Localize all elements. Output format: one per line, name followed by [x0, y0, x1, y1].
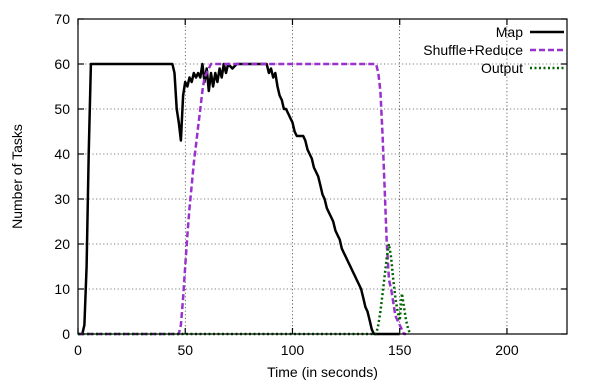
legend: Map Shuffle+Reduce Output — [423, 24, 564, 76]
series-line-output — [78, 242, 412, 336]
y-tick-label: 30 — [54, 191, 70, 207]
y-tick-label: 50 — [54, 101, 70, 117]
axis-ticks: 0 50 100 150 200 0 10 20 30 40 50 60 70 — [54, 11, 567, 358]
x-tick-label: 100 — [281, 342, 305, 358]
series-line-shuffle-reduce — [78, 62, 407, 336]
grid-lines — [78, 19, 567, 334]
y-tick-label: 10 — [54, 281, 70, 297]
x-tick-label: 150 — [388, 342, 412, 358]
y-axis-label: Number of Tasks — [9, 124, 25, 229]
x-tick-label: 0 — [74, 342, 82, 358]
series-lines — [78, 62, 412, 336]
series-line-map — [78, 62, 400, 336]
y-tick-label: 20 — [54, 236, 70, 252]
legend-label-map: Map — [496, 24, 523, 40]
legend-label-output: Output — [481, 60, 523, 76]
legend-label-shuffle-reduce: Shuffle+Reduce — [423, 42, 523, 58]
y-tick-label: 60 — [54, 56, 70, 72]
y-tick-label: 0 — [62, 326, 70, 342]
x-axis-label: Time (in seconds) — [267, 364, 378, 380]
x-tick-label: 200 — [495, 342, 519, 358]
y-tick-label: 40 — [54, 146, 70, 162]
y-tick-label: 70 — [54, 11, 70, 27]
plot-frame — [77, 18, 568, 335]
x-tick-label: 50 — [177, 342, 193, 358]
